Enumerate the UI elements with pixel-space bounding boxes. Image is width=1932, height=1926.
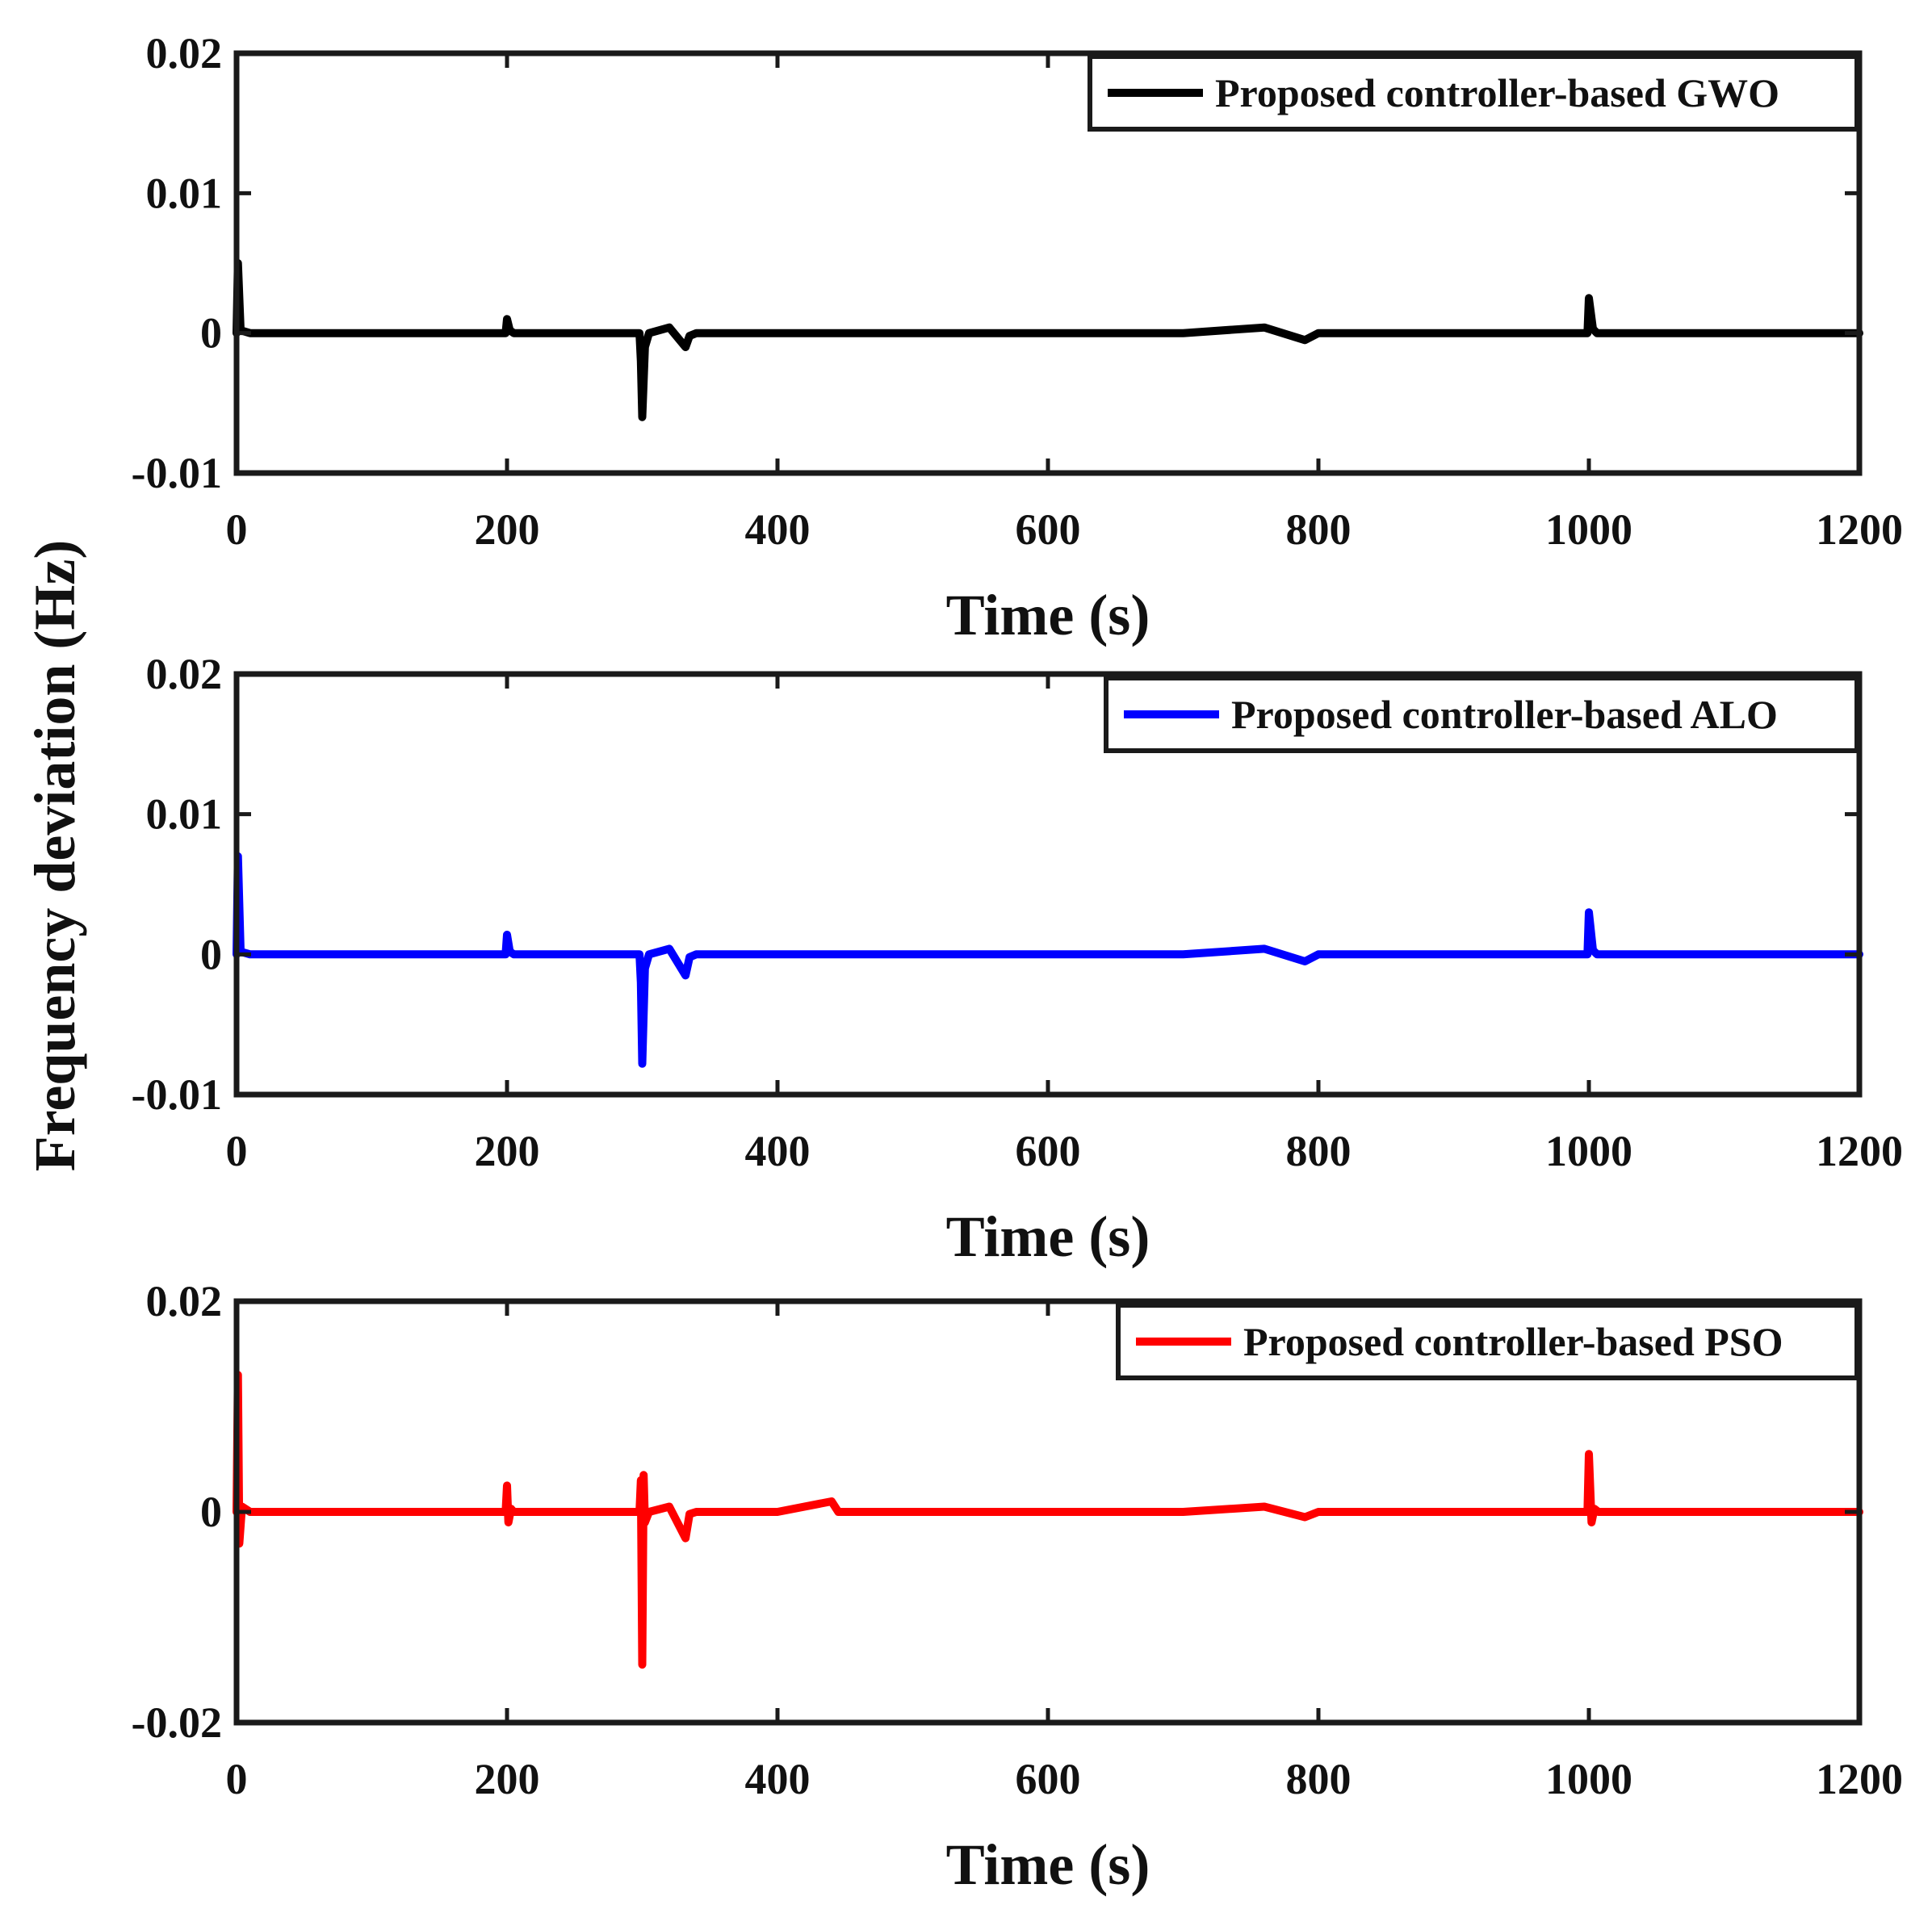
x-tick-label: 200: [475, 1127, 540, 1175]
legend: Proposed controller-based ALO: [1104, 676, 1859, 753]
legend-box: [1104, 676, 1859, 753]
y-tick-label: 0: [200, 1488, 222, 1536]
x-tick-label: 1000: [1545, 1755, 1632, 1803]
shared-y-axis-label: Frequency deviation (Hz): [23, 540, 87, 1172]
y-tick-label: 0.01: [146, 790, 223, 839]
subplot-gwo: 0 200 400 600 800 1000 1200-0.0100.010.02Time …: [132, 29, 1903, 647]
x-tick-label: 0: [226, 1127, 248, 1175]
x-axis-label: Time (s): [946, 583, 1150, 647]
x-tick-label: 800: [1286, 1127, 1352, 1175]
x-tick-label: 400: [745, 1755, 811, 1803]
legend: Proposed controller-based GWO: [1088, 54, 1859, 132]
x-tick-label: 800: [1286, 505, 1352, 554]
y-tick-label: 0.01: [146, 169, 223, 217]
subplot-alo: 0 200 400 600 800 1000 1200-0.0100.010.02Time …: [132, 650, 1903, 1269]
x-tick-label: 1200: [1816, 505, 1903, 554]
x-tick-label: 400: [745, 1127, 811, 1175]
legend-box: [1088, 54, 1859, 132]
x-tick-label: 400: [745, 505, 811, 554]
series-line-2-0: [233, 1371, 1863, 1669]
x-tick-label: 800: [1286, 1755, 1352, 1803]
x-axis-label: Time (s): [946, 1204, 1150, 1269]
x-tick-label: 600: [1016, 1127, 1081, 1175]
x-tick-label: 200: [475, 505, 540, 554]
x-tick-label: 1000: [1545, 1127, 1632, 1175]
y-tick-label: -0.01: [132, 1070, 222, 1119]
x-tick-label: 600: [1016, 505, 1081, 554]
x-tick-label: 200: [475, 1755, 540, 1803]
legend-label: Proposed controller-based PSO: [1243, 1319, 1783, 1364]
x-tick-label: 0: [226, 505, 248, 554]
series-line-1-0: [233, 852, 1863, 1068]
y-tick-label: -0.02: [132, 1698, 222, 1747]
y-tick-label: 0.02: [146, 1277, 223, 1325]
legend-label: Proposed controller-based GWO: [1215, 70, 1779, 115]
y-tick-label: 0.02: [146, 29, 223, 77]
legend: Proposed controller-based PSO: [1116, 1303, 1859, 1380]
legend-label: Proposed controller-based ALO: [1231, 692, 1778, 737]
x-tick-label: 0: [226, 1755, 248, 1803]
y-tick-label: -0.01: [132, 449, 222, 497]
x-tick-label: 1000: [1545, 505, 1632, 554]
x-axis-label: Time (s): [946, 1832, 1150, 1897]
series-line-0-0: [233, 259, 1863, 421]
y-tick-label: 0: [200, 309, 222, 358]
y-tick-label: 0.02: [146, 650, 223, 698]
y-tick-label: 0: [200, 930, 222, 978]
legend-box: [1116, 1303, 1859, 1380]
x-tick-label: 600: [1016, 1755, 1081, 1803]
x-tick-label: 1200: [1816, 1755, 1903, 1803]
x-tick-label: 1200: [1816, 1127, 1903, 1175]
